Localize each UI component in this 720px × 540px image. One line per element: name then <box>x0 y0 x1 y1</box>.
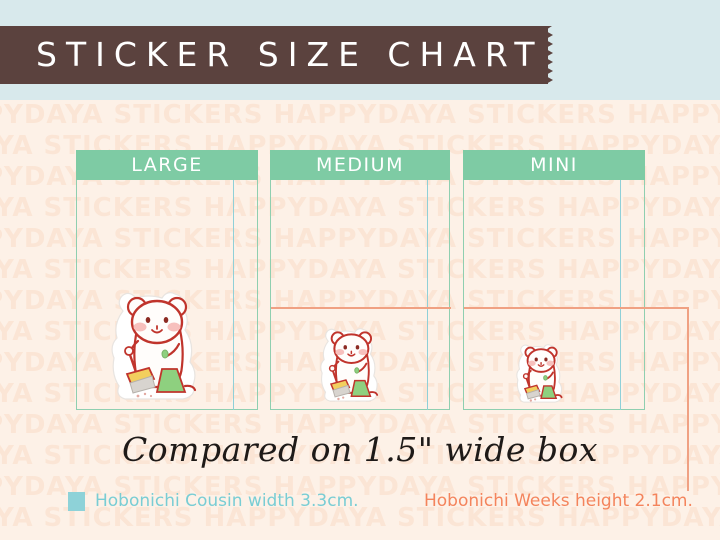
cousin-width-line-large <box>233 180 234 410</box>
size-column-mini: MINI <box>463 150 645 410</box>
sticker-preview-large <box>105 286 205 406</box>
sticker-preview-medium <box>316 324 384 406</box>
weeks-height-line-vertical <box>687 307 689 491</box>
comparison-box-mini <box>463 180 645 410</box>
legend-label-weeks: Hobonichi Weeks height 2.1cm. <box>424 491 693 511</box>
legend-swatch-cousin <box>68 492 85 511</box>
comparison-box-medium <box>270 180 450 410</box>
chart-caption: Compared on 1.5" wide box <box>122 430 598 469</box>
title-banner-body <box>0 26 548 84</box>
cousin-width-line-medium <box>427 180 428 410</box>
legend-label-cousin: Hobonichi Cousin width 3.3cm. <box>95 491 359 511</box>
chart-legend: Hobonichi Cousin width 3.3cm. Hobonichi … <box>0 488 720 516</box>
weeks-height-line-medium <box>271 307 451 309</box>
weeks-height-line-mini <box>464 307 689 309</box>
comparison-box-large <box>76 180 258 410</box>
title-banner: STICKER SIZE CHART <box>0 26 556 84</box>
column-header-medium: MEDIUM <box>270 150 450 180</box>
banner-torn-edge-icon <box>542 26 556 84</box>
cousin-width-line-mini <box>620 180 621 410</box>
size-column-medium: MEDIUM <box>270 150 450 410</box>
size-column-large: LARGE <box>76 150 258 410</box>
column-header-large: LARGE <box>76 150 258 180</box>
column-header-mini: MINI <box>463 150 645 180</box>
page-title: STICKER SIZE CHART <box>36 35 544 74</box>
sticker-preview-mini <box>513 341 567 406</box>
